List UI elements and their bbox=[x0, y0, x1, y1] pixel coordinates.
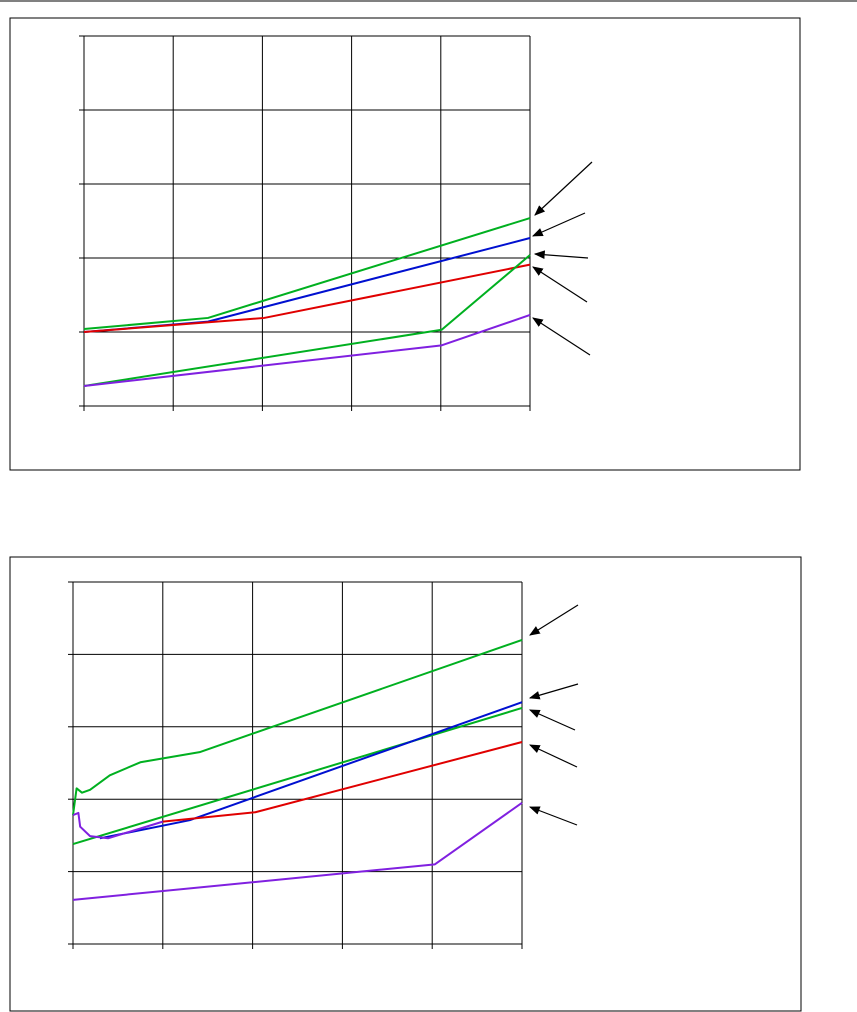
callout-arrow bbox=[528, 683, 579, 700]
series-line bbox=[162, 741, 523, 823]
series-line bbox=[72, 811, 164, 840]
series-line bbox=[83, 254, 531, 388]
callout-arrow bbox=[533, 250, 589, 260]
callout-arrow bbox=[532, 212, 586, 237]
callout-arrow bbox=[534, 161, 593, 216]
callout-arrow bbox=[532, 266, 588, 303]
chart-frame bbox=[9, 17, 801, 471]
series-line bbox=[72, 638, 523, 816]
series-line bbox=[83, 217, 531, 331]
series-line bbox=[83, 314, 531, 388]
callout-arrow bbox=[528, 806, 578, 826]
series-line bbox=[72, 707, 523, 846]
series-line bbox=[83, 263, 531, 333]
callout-arrow bbox=[529, 604, 579, 636]
series-line bbox=[83, 237, 531, 333]
callout-arrow bbox=[529, 744, 578, 768]
callout-arrow bbox=[532, 317, 591, 356]
callout-arrow bbox=[529, 709, 576, 731]
chart-frame bbox=[9, 556, 802, 1012]
series-line bbox=[72, 802, 523, 901]
